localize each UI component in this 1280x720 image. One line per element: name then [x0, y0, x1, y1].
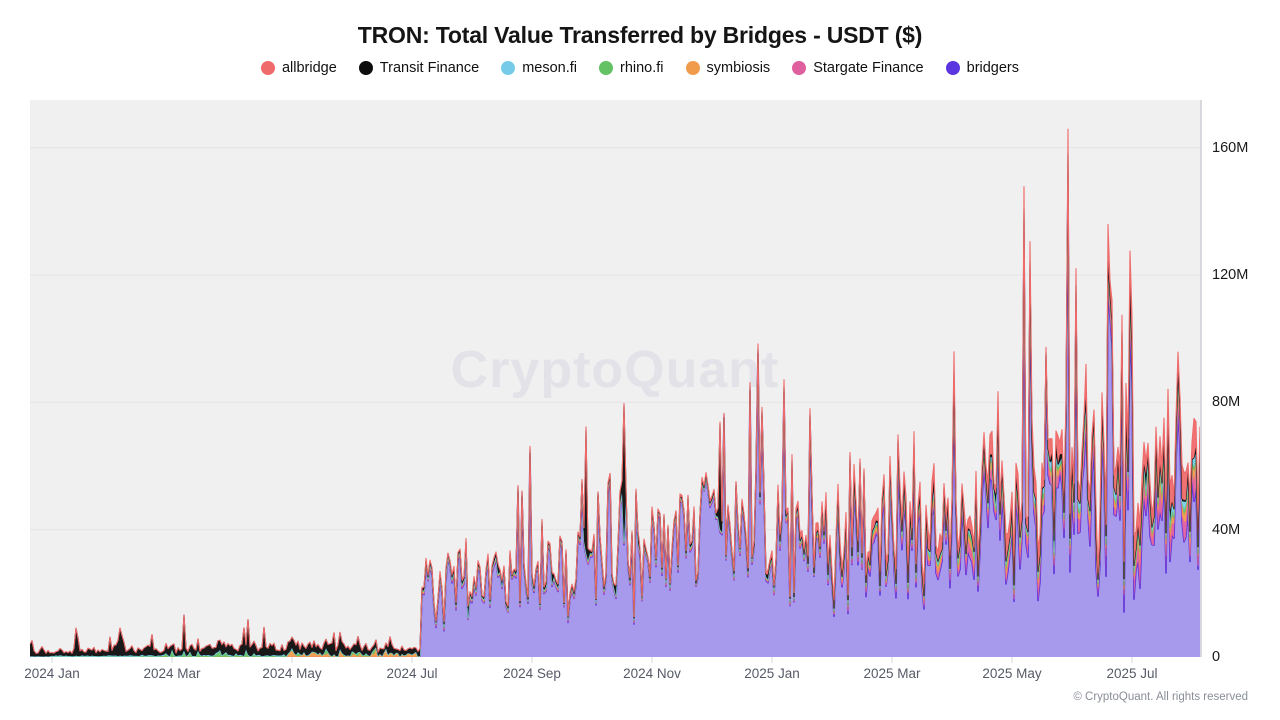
legend-item-meson-fi[interactable]: meson.fi: [501, 60, 577, 76]
x-axis-tick-label: 2024 Nov: [623, 666, 681, 681]
y-axis-line: [1200, 100, 1202, 657]
y-axis-tick-label: 40M: [1212, 521, 1241, 538]
legend-color-dot-icon: [685, 61, 700, 75]
legend-color-dot-icon: [501, 61, 516, 75]
x-axis-tick-label: 2024 Sep: [503, 666, 561, 681]
legend-item-label: allbridge: [281, 60, 337, 76]
x-axis-tick-label: 2024 May: [262, 666, 322, 681]
legend-item-label: meson.fi: [522, 60, 577, 76]
x-axis-tick-label: 2025 Mar: [863, 666, 921, 681]
legend-item-label: bridgers: [966, 60, 1020, 76]
legend-color-dot-icon: [358, 61, 373, 75]
chart-legend: allbridge Transit Finance meson.fi rhino.fi…: [0, 60, 1280, 76]
legend-item-label: symbiosis: [706, 60, 771, 76]
legend-item-bridgers[interactable]: bridgers: [945, 60, 1020, 76]
legend-item-transit-finance[interactable]: Transit Finance: [358, 60, 480, 76]
y-axis-tick-label: 80M: [1212, 394, 1241, 411]
legend-item-label: Transit Finance: [379, 60, 480, 76]
x-axis-tick-label: 2024 Jan: [24, 666, 80, 681]
y-axis-tick-label: 160M: [1212, 139, 1249, 156]
series-area-allbridge-line: [30, 128, 1200, 654]
x-axis-tick-label: 2025 Jul: [1106, 666, 1158, 681]
legend-color-dot-icon: [599, 61, 613, 75]
legend-item-symbiosis[interactable]: symbiosis: [685, 60, 771, 76]
x-axis-tick-label: 2024 Jul: [386, 666, 438, 681]
x-axis-tick-label: 2025 May: [982, 666, 1042, 681]
legend-item-rhino-fi[interactable]: rhino.fi: [599, 60, 664, 76]
x-axis-tick-label: 2024 Mar: [143, 666, 201, 681]
legend-item-label: rhino.fi: [620, 60, 664, 76]
series-area-bridgers: [30, 178, 1200, 657]
legend-color-dot-icon: [260, 61, 275, 75]
x-axis-tick-label: 2025 Jan: [744, 666, 800, 681]
legend-color-dot-icon: [945, 61, 960, 75]
legend-color-dot-icon: [792, 61, 807, 75]
legend-item-allbridge[interactable]: allbridge: [260, 60, 337, 76]
y-axis-tick-label: 120M: [1212, 267, 1249, 284]
y-axis-tick-label: 0: [1212, 649, 1221, 665]
series-group: [30, 128, 1200, 657]
copyright-notice: © CryptoQuant. All rights reserved: [1073, 691, 1248, 703]
page-title: TRON: Total Value Transferred by Bridges…: [357, 22, 923, 48]
legend-item-stargate-finance[interactable]: Stargate Finance: [792, 60, 924, 76]
legend-item-label: Stargate Finance: [813, 60, 924, 76]
